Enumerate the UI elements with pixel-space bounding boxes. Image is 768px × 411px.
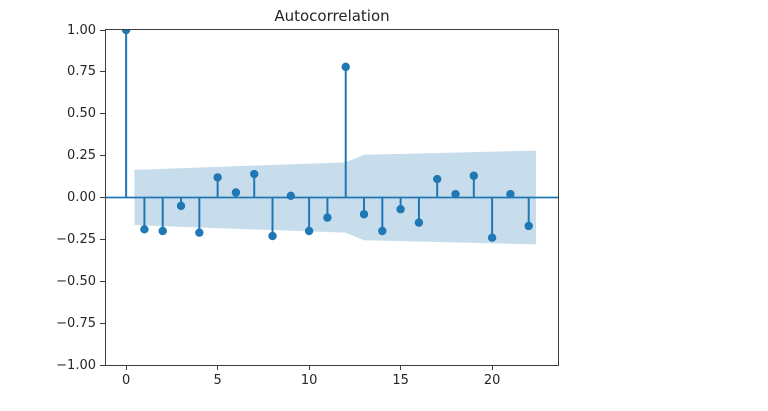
x-tick-mark (125, 366, 127, 370)
y-tick-label: 0.75 (67, 64, 96, 80)
marker-lag-4 (195, 228, 204, 237)
marker-lag-18 (451, 189, 460, 199)
x-tick-mark (400, 366, 402, 370)
y-tick-mark (100, 364, 105, 366)
y-tick-mark (100, 238, 105, 240)
x-tick-label: 15 (392, 373, 409, 388)
marker-lag-6 (231, 188, 241, 197)
marker-lag-11 (323, 213, 332, 222)
chart-title: Autocorrelation (274, 7, 390, 25)
marker-lag-1 (140, 225, 149, 234)
marker-lag-7 (250, 169, 259, 179)
y-tick-mark (100, 29, 105, 31)
y-tick-mark (100, 280, 105, 282)
x-tick-label: 20 (483, 373, 501, 388)
acf-plot-svg (106, 30, 558, 245)
y-tick-label: −0.75 (56, 315, 96, 331)
x-tick-label: 10 (300, 373, 318, 388)
marker-lag-5 (213, 173, 222, 182)
marker-lag-15 (396, 205, 405, 214)
marker-lag-12 (341, 62, 350, 72)
y-tick-mark (100, 155, 105, 157)
marker-lag-19 (469, 171, 479, 180)
marker-lag-17 (433, 174, 442, 184)
marker-lag-16 (414, 218, 424, 227)
x-tick-mark (217, 366, 219, 370)
x-tick-label: 5 (213, 373, 222, 388)
marker-lag-8 (268, 231, 277, 241)
x-tick-label: 0 (121, 373, 131, 388)
marker-lag-0 (121, 30, 131, 35)
y-tick-label: −0.50 (56, 273, 96, 289)
marker-lag-21 (506, 189, 515, 199)
y-tick-mark (100, 322, 105, 324)
marker-lag-10 (304, 226, 314, 236)
y-tick-label: −1.00 (56, 357, 96, 373)
marker-lag-22 (524, 221, 533, 231)
y-tick-label: 0.50 (67, 106, 96, 122)
y-tick-label: −0.25 (56, 231, 96, 247)
marker-lag-9 (286, 191, 296, 201)
y-tick-mark (100, 113, 105, 115)
x-tick-mark (491, 366, 493, 370)
y-tick-label: 1.00 (67, 22, 96, 38)
x-tick-mark (308, 366, 310, 370)
marker-lag-20 (487, 233, 497, 242)
y-tick-label: 0.25 (67, 148, 96, 164)
y-tick-label: 0.00 (67, 190, 96, 205)
marker-lag-2 (158, 226, 167, 236)
y-tick-mark (100, 197, 105, 198)
marker-lag-3 (176, 201, 186, 211)
marker-lag-13 (359, 210, 369, 219)
y-tick-mark (100, 71, 105, 73)
marker-lag-14 (378, 226, 387, 236)
plot-area (105, 29, 559, 366)
